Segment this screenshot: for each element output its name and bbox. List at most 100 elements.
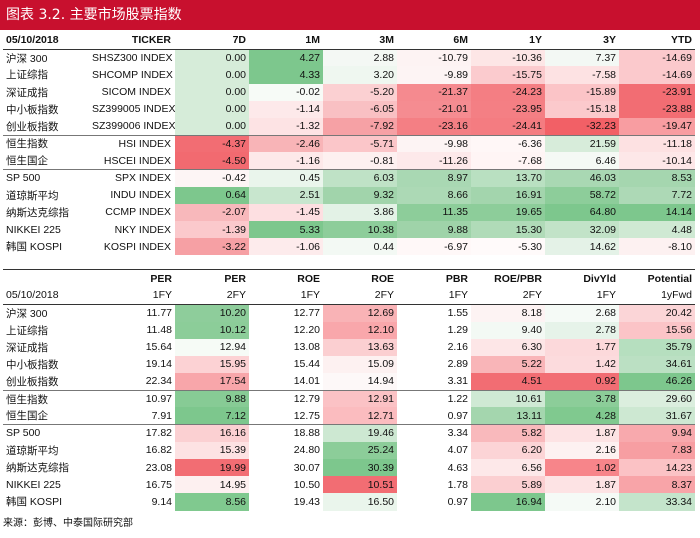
return-cell: -7.92 [323,117,397,136]
return-cell: 14.62 [545,238,619,256]
return-cell: -1.32 [249,117,323,136]
table-row: 中小板指数 19.14 15.95 15.44 15.09 2.89 5.22 1.42 34.… [3,355,695,374]
valuation-cell: 1.78 [397,476,471,494]
table-row: 恒生指数 10.97 9.88 12.79 12.91 1.22 10.61 3.78 29.6… [3,390,695,408]
return-cell: -6.05 [323,100,397,118]
valuation-cell: 2.89 [397,355,471,374]
valuation-col-header: PER [175,269,249,288]
table-row: 沪深 300 11.77 10.20 12.77 12.69 1.55 8.18 2.68 20… [3,304,695,322]
return-cell: -14.69 [619,66,695,84]
return-cell: -0.42 [175,169,249,187]
return-cell: -1.39 [175,221,249,239]
index-ticker: SICOM INDEX [101,86,171,99]
index-name: 韩国 KOSPI [6,241,63,254]
return-cell: 0.45 [249,169,323,187]
return-cell: -23.88 [619,100,695,118]
index-ticker: SZ399005 INDEX [92,103,175,116]
index-name: 创业板指数 [3,373,101,391]
valuation-cell: 12.77 [249,304,323,322]
valuation-cell: 1.02 [545,459,619,477]
valuation-cell: 18.88 [249,424,323,442]
return-cell: 7.72 [619,186,695,204]
valuation-date: 05/10/2018 [3,287,101,305]
return-cell: -15.18 [545,100,619,118]
return-cell: -24.41 [471,117,545,136]
return-cell: -5.30 [471,238,545,256]
index-ticker: NKY INDEX [114,223,171,236]
return-cell: 13.70 [471,169,545,187]
returns-date: 05/10/2018 [3,32,89,50]
valuation-cell: 1.77 [545,338,619,356]
valuation-cell: 15.39 [175,441,249,459]
valuation-cell: 16.16 [175,424,249,442]
return-cell: 21.59 [545,135,619,153]
index-name: 深证成指 [6,86,48,99]
valuation-cell: 23.08 [101,459,175,477]
return-cell: 32.09 [545,221,619,239]
returns-col-header: 3M [323,32,397,50]
valuation-cell: 2.78 [545,321,619,339]
index-name: 沪深 300 [6,52,48,65]
valuation-cell: 0.97 [397,407,471,426]
index-name: 韩国 KOSPI [6,496,63,509]
return-cell: -11.26 [397,152,471,171]
valuation-cell: 29.60 [619,390,695,408]
valuation-cell: 13.63 [323,338,397,356]
return-cell: -6.97 [397,238,471,256]
valuation-col-subheader: 1yFwd [619,287,695,305]
valuation-cell: 9.40 [471,321,545,339]
return-cell: -24.23 [471,83,545,101]
index-name: 恒生指数 [6,138,48,151]
valuation-cell: 10.97 [101,390,175,408]
return-cell: -11.18 [619,135,695,153]
table-row: 恒生国企 7.91 7.12 12.75 12.71 0.97 13.11 4.28 31.67 [3,407,695,426]
table-row: 沪深 300 SHSZ300 INDEX 0.00 4.27 2.88 -10.79 -10… [3,49,695,67]
valuation-cell: 34.61 [619,355,695,374]
valuation-cell: 1.29 [397,321,471,339]
return-cell: 0.00 [175,117,249,136]
valuation-cell: 6.30 [471,338,545,356]
valuation-header-blank [3,269,101,288]
return-cell: -7.68 [471,152,545,171]
valuation-cell: 33.34 [619,493,695,511]
return-cell: 10.38 [323,221,397,239]
valuation-cell: 10.12 [175,321,249,339]
valuation-col-subheader: 2FY [471,287,545,305]
valuation-cell: 13.08 [249,338,323,356]
valuation-subheader-row: 05/10/2018 1FY 2FY 1FY 2FY 1FY 2FY 1FY 1yFwd [3,287,695,305]
valuation-header-row: PER PER ROE ROE PBR ROE/PBR DivYld Potential [3,269,695,288]
valuation-cell: 9.14 [101,493,175,511]
return-cell: 7.37 [545,49,619,67]
return-cell: 15.30 [471,221,545,239]
index-name: 道琼斯平均 [6,189,59,202]
return-cell: -15.89 [545,83,619,101]
return-cell: 5.33 [249,221,323,239]
return-cell: -10.79 [397,49,471,67]
return-cell: 9.32 [323,186,397,204]
valuation-cell: 12.10 [323,321,397,339]
return-cell: -32.23 [545,117,619,136]
table-row: SP 500 SPX INDEX -0.42 0.45 6.03 8.97 13.70 46.… [3,169,695,187]
return-cell: -23.95 [471,100,545,118]
return-cell: -15.75 [471,66,545,84]
return-cell: -2.46 [249,135,323,153]
table-row: 深证成指 SICOM INDEX 0.00 -0.02 -5.20 -21.37 -24.2… [3,83,695,101]
valuation-cell: 14.95 [175,476,249,494]
return-cell: 46.03 [545,169,619,187]
return-cell: 9.88 [397,221,471,239]
valuation-cell: 24.80 [249,441,323,459]
index-ticker: KOSPI INDEX [103,240,171,253]
returns-col-header: 3Y [545,32,619,50]
return-cell: 64.80 [545,203,619,222]
table-row: 道琼斯平均 16.82 15.39 24.80 25.24 4.07 6.20 2.16 7.8… [3,441,695,459]
valuation-cell: 0.97 [397,493,471,511]
valuation-table: PER PER ROE ROE PBR ROE/PBR DivYld Potential 05/… [3,269,695,511]
return-cell: -23.91 [619,83,695,101]
valuation-cell: 2.68 [545,304,619,322]
return-cell: -3.22 [175,238,249,256]
return-cell: 3.20 [323,66,397,84]
valuation-cell: 1.87 [545,476,619,494]
valuation-cell: 14.94 [323,373,397,391]
return-cell: -4.50 [175,152,249,171]
return-cell: 8.97 [397,169,471,187]
